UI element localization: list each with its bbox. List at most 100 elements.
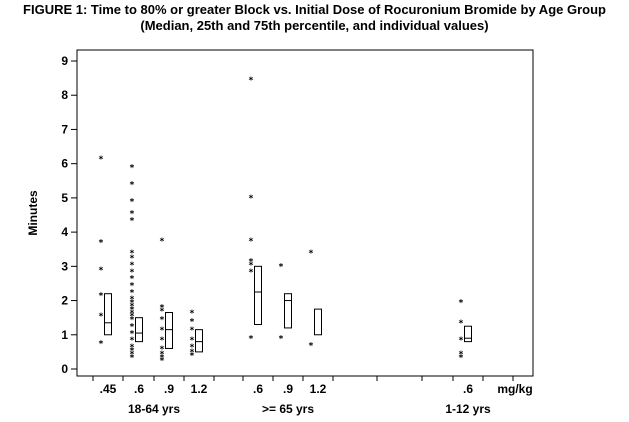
data-point: * [248, 257, 253, 267]
data-point: * [129, 249, 134, 259]
x-dose-label: .45 [100, 382, 117, 396]
data-point: * [98, 292, 103, 302]
box-iqr [284, 293, 292, 329]
data-point: * [458, 336, 463, 346]
y-tick-label: 8 [61, 88, 68, 102]
data-point: * [458, 299, 463, 309]
x-unit-label: mg/kg [497, 382, 532, 396]
data-point: * [159, 350, 164, 360]
data-point: * [98, 312, 103, 322]
data-point: * [129, 329, 134, 339]
data-point: * [129, 299, 134, 309]
data-point: * [159, 326, 164, 336]
data-point: * [129, 288, 134, 298]
data-point: * [129, 163, 134, 173]
data-point: * [458, 319, 463, 329]
data-point: * [129, 305, 134, 315]
data-point: * [129, 295, 134, 305]
x-dose-label: .9 [164, 382, 174, 396]
data-point: * [189, 343, 194, 353]
data-point: * [189, 317, 194, 327]
data-point: * [98, 340, 103, 350]
data-point: * [129, 216, 134, 226]
data-point: * [248, 237, 253, 247]
data-point: * [129, 281, 134, 291]
data-point: * [189, 309, 194, 319]
data-point: * [98, 155, 103, 165]
x-group-label: >= 65 yrs [262, 402, 314, 416]
data-point: * [129, 254, 134, 264]
data-point: * [159, 304, 164, 314]
x-dose-label: 1.2 [191, 382, 208, 396]
data-point: * [129, 210, 134, 220]
x-dose-label: .6 [253, 382, 263, 396]
box-iqr [104, 293, 112, 336]
data-point: * [129, 268, 134, 278]
data-point: * [458, 353, 463, 363]
data-point: * [159, 237, 164, 247]
box-iqr [314, 308, 322, 336]
data-point: * [248, 261, 253, 271]
data-point: * [248, 194, 253, 204]
y-tick-label: 6 [61, 157, 68, 171]
plot-frame [76, 49, 534, 377]
chart-subtitle: (Median, 25th and 75th percentile, and i… [140, 18, 489, 33]
data-point: * [129, 316, 134, 326]
data-point: * [248, 334, 253, 344]
data-point: * [159, 336, 164, 346]
data-point: * [159, 353, 164, 363]
data-point: * [129, 353, 134, 363]
data-point: * [278, 334, 283, 344]
x-dose-label: .6 [134, 382, 144, 396]
data-point: * [98, 266, 103, 276]
data-point: * [129, 343, 134, 353]
box-iqr [135, 317, 143, 343]
data-point: * [129, 275, 134, 285]
data-point: * [189, 326, 194, 336]
box-iqr [195, 329, 203, 353]
x-dose-label: .6 [463, 382, 473, 396]
data-point: * [189, 348, 194, 358]
data-point: * [129, 350, 134, 360]
data-point: * [159, 357, 164, 367]
data-point: * [159, 316, 164, 326]
data-point: * [129, 336, 134, 346]
y-tick-label: 5 [61, 191, 68, 205]
x-dose-label: .9 [283, 382, 293, 396]
x-group-label: 1-12 yrs [445, 402, 491, 416]
data-point: * [189, 352, 194, 362]
box-iqr [254, 265, 262, 326]
y-tick-label: 4 [61, 225, 68, 239]
x-group-label: 18-64 yrs [128, 402, 180, 416]
y-tick-label: 2 [61, 294, 68, 308]
y-tick-label: 9 [61, 54, 68, 68]
data-point: * [129, 198, 134, 208]
data-point: * [129, 302, 134, 312]
y-tick-label: 0 [61, 362, 68, 376]
data-point: * [129, 261, 134, 271]
data-point: * [159, 345, 164, 355]
box-iqr [464, 325, 472, 343]
y-tick-label: 7 [61, 122, 68, 136]
data-point: * [159, 307, 164, 317]
data-point: * [129, 312, 134, 322]
data-point: * [308, 341, 313, 351]
data-point: * [189, 336, 194, 346]
y-tick-label: 3 [61, 259, 68, 273]
data-point: * [308, 249, 313, 259]
data-point: * [458, 350, 463, 360]
data-point: * [98, 239, 103, 249]
data-point: * [129, 323, 134, 333]
box-iqr [165, 312, 173, 349]
y-tick-label: 1 [61, 328, 68, 342]
y-axis-label: Minutes [26, 190, 40, 236]
data-point: * [278, 263, 283, 273]
chart-title: FIGURE 1: Time to 80% or greater Block v… [23, 2, 606, 17]
data-point: * [248, 268, 253, 278]
x-dose-label: 1.2 [310, 382, 327, 396]
data-point: * [129, 346, 134, 356]
data-point: * [129, 180, 134, 190]
data-point: * [248, 76, 253, 86]
data-point: * [129, 309, 134, 319]
